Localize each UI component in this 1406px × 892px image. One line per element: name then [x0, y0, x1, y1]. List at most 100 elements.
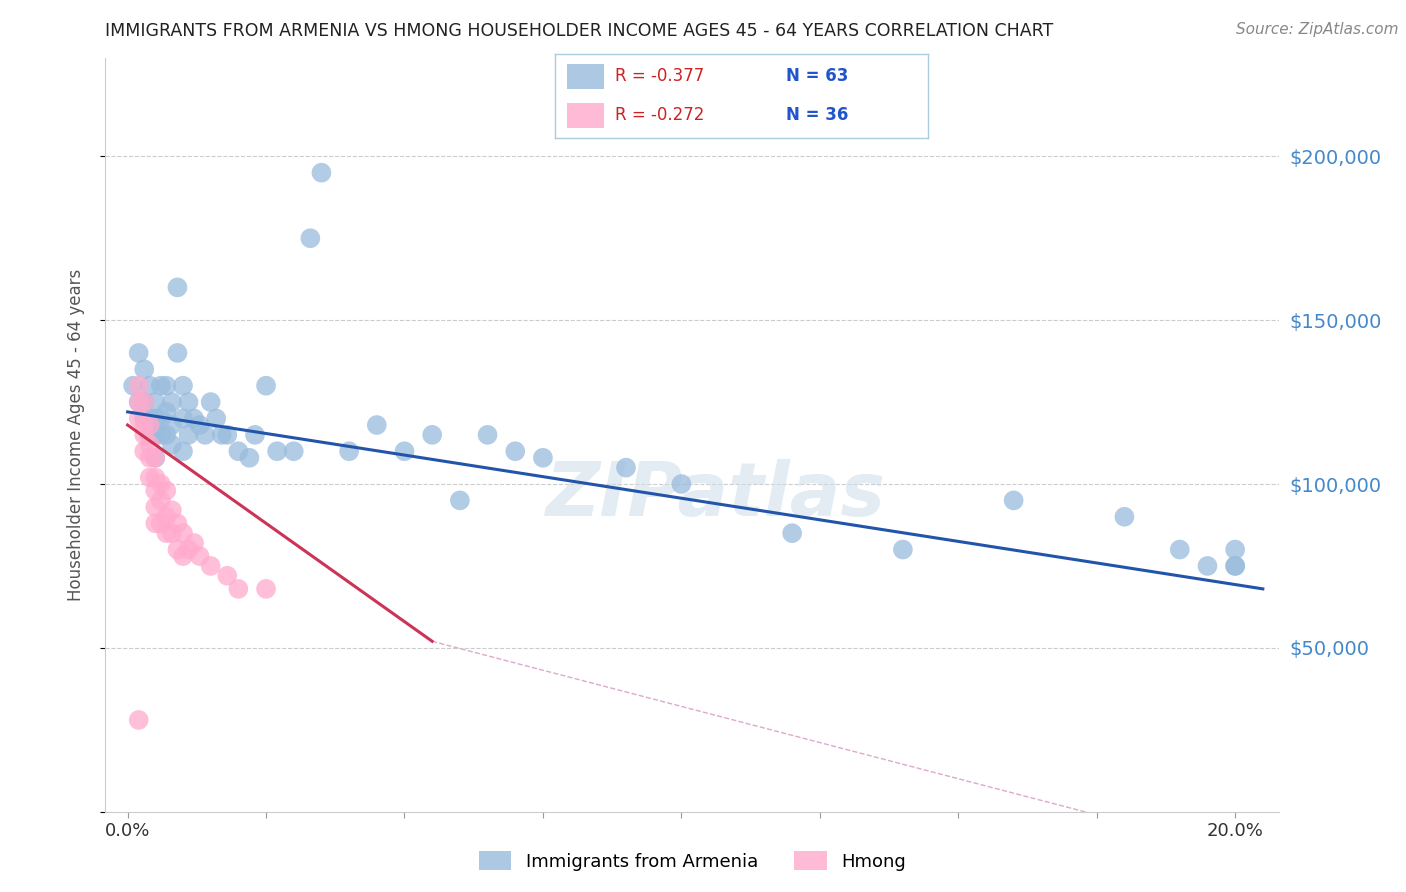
- Point: [139, 450, 162, 465]
- Point: [188, 417, 211, 432]
- Text: N = 63: N = 63: [786, 68, 849, 86]
- Point: [188, 549, 211, 563]
- Point: [139, 470, 162, 484]
- Text: N = 36: N = 36: [786, 106, 849, 124]
- Point: [177, 428, 200, 442]
- Point: [143, 395, 166, 409]
- Point: [780, 526, 803, 541]
- Point: [299, 231, 322, 245]
- Point: [394, 444, 416, 458]
- Point: [671, 477, 693, 491]
- Point: [311, 166, 333, 180]
- Point: [228, 444, 250, 458]
- Point: [143, 428, 166, 442]
- Point: [217, 428, 239, 442]
- Y-axis label: Householder Income Ages 45 - 64 years: Householder Income Ages 45 - 64 years: [66, 268, 84, 601]
- Point: [155, 428, 177, 442]
- Point: [200, 395, 222, 409]
- Point: [200, 558, 222, 573]
- Text: Source: ZipAtlas.com: Source: ZipAtlas.com: [1236, 22, 1399, 37]
- Point: [155, 509, 177, 524]
- Point: [503, 444, 526, 458]
- Point: [139, 378, 162, 392]
- Point: [254, 582, 277, 596]
- Point: [1168, 542, 1191, 557]
- Point: [160, 395, 183, 409]
- Point: [531, 450, 554, 465]
- Point: [217, 568, 239, 582]
- Point: [266, 444, 288, 458]
- Point: [366, 417, 388, 432]
- Point: [149, 428, 172, 442]
- Legend: Immigrants from Armenia, Hmong: Immigrants from Armenia, Hmong: [472, 844, 912, 878]
- Point: [172, 526, 194, 541]
- Point: [149, 411, 172, 425]
- Text: IMMIGRANTS FROM ARMENIA VS HMONG HOUSEHOLDER INCOME AGES 45 - 64 YEARS CORRELATI: IMMIGRANTS FROM ARMENIA VS HMONG HOUSEHO…: [105, 22, 1053, 40]
- Point: [143, 483, 166, 498]
- Point: [183, 536, 205, 550]
- Point: [155, 483, 177, 498]
- Point: [134, 444, 156, 458]
- Point: [149, 516, 172, 531]
- Point: [194, 428, 217, 442]
- Point: [337, 444, 360, 458]
- Point: [1197, 558, 1219, 573]
- Point: [166, 516, 188, 531]
- Point: [228, 582, 250, 596]
- Point: [211, 428, 233, 442]
- Point: [149, 493, 172, 508]
- Point: [143, 450, 166, 465]
- Point: [160, 503, 183, 517]
- Point: [172, 411, 194, 425]
- Point: [143, 500, 166, 514]
- Point: [166, 280, 188, 294]
- Text: ZIPatlas: ZIPatlas: [546, 458, 886, 532]
- Point: [1002, 493, 1025, 508]
- Point: [143, 516, 166, 531]
- Point: [143, 450, 166, 465]
- Point: [128, 378, 150, 392]
- Point: [134, 395, 156, 409]
- Point: [128, 713, 150, 727]
- Point: [172, 549, 194, 563]
- Point: [155, 378, 177, 392]
- Point: [160, 438, 183, 452]
- Point: [1223, 558, 1246, 573]
- Point: [155, 526, 177, 541]
- Point: [243, 428, 266, 442]
- Point: [891, 542, 914, 557]
- Point: [1223, 542, 1246, 557]
- Point: [128, 346, 150, 360]
- Point: [449, 493, 471, 508]
- Point: [128, 411, 150, 425]
- Point: [160, 526, 183, 541]
- Point: [205, 411, 228, 425]
- Text: R = -0.377: R = -0.377: [614, 68, 704, 86]
- Point: [155, 405, 177, 419]
- Point: [614, 460, 637, 475]
- Point: [172, 378, 194, 392]
- Point: [128, 395, 150, 409]
- Point: [254, 378, 277, 392]
- Text: R = -0.272: R = -0.272: [614, 106, 704, 124]
- FancyBboxPatch shape: [567, 103, 603, 128]
- Point: [139, 428, 162, 442]
- Point: [134, 428, 156, 442]
- Point: [134, 395, 156, 409]
- Point: [160, 417, 183, 432]
- Point: [166, 346, 188, 360]
- Point: [149, 378, 172, 392]
- Point: [183, 411, 205, 425]
- Point: [134, 362, 156, 376]
- Point: [420, 428, 443, 442]
- Point: [149, 477, 172, 491]
- Point: [122, 378, 145, 392]
- Point: [477, 428, 499, 442]
- Point: [143, 470, 166, 484]
- Point: [238, 450, 260, 465]
- Point: [166, 542, 188, 557]
- Point: [134, 411, 156, 425]
- Point: [172, 444, 194, 458]
- Point: [177, 542, 200, 557]
- Point: [1223, 558, 1246, 573]
